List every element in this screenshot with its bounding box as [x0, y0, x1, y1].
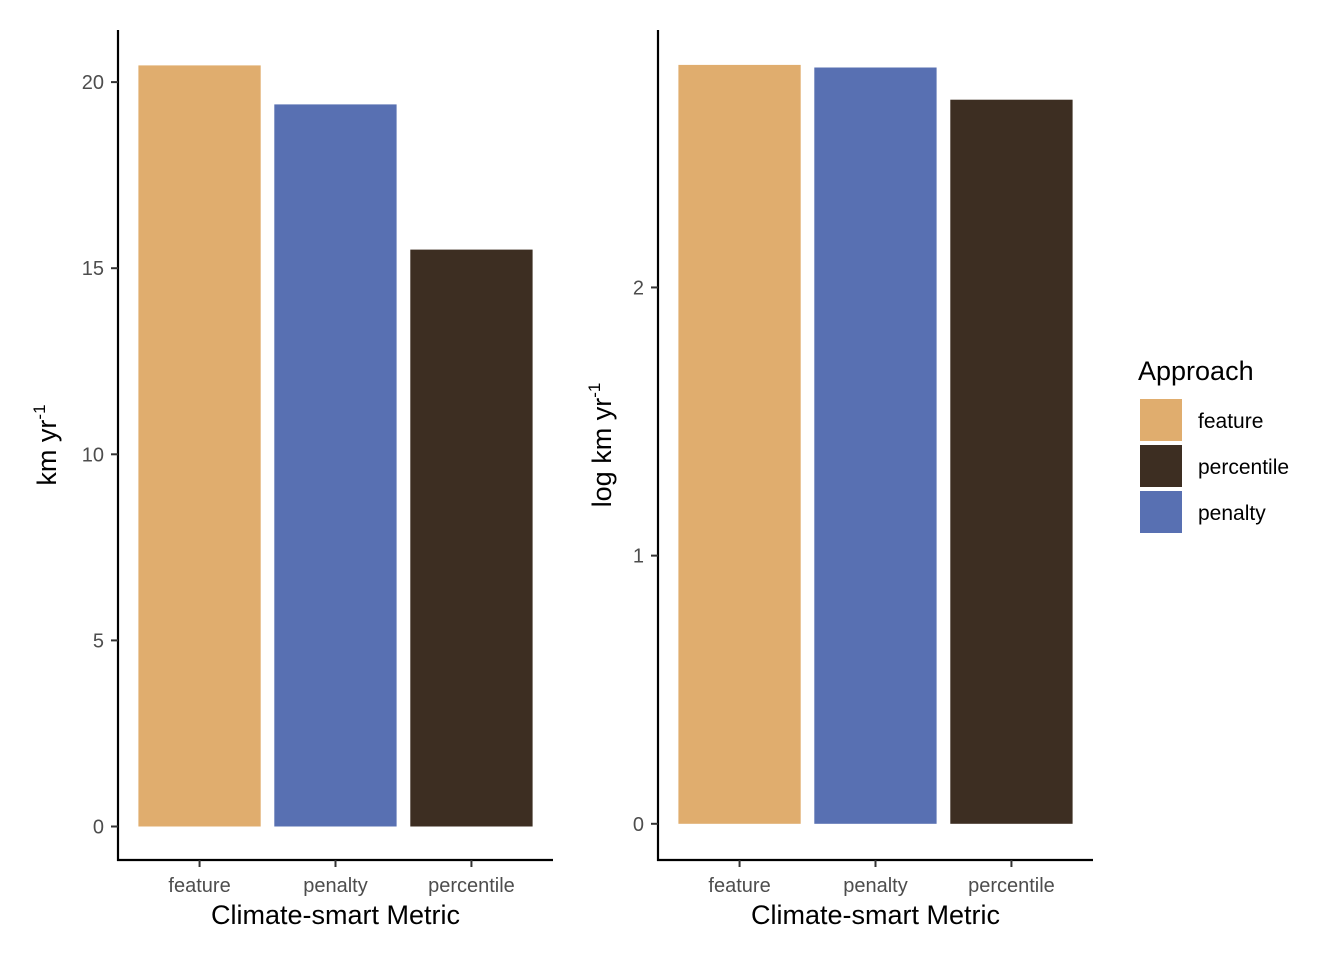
- legend: Approach feature percentile penalty: [1138, 356, 1289, 533]
- legend-items: feature percentile penalty: [1140, 399, 1289, 533]
- y-tick-label: 10: [82, 444, 104, 466]
- y-axis-title: log km yr-1: [585, 383, 617, 508]
- bar-feature: [138, 65, 261, 827]
- legend-title: Approach: [1138, 356, 1254, 386]
- y-axis-title: km yr-1: [30, 404, 62, 485]
- y-axis-title-superscript: -1: [30, 404, 49, 419]
- right-panel-log-km-yr: 0 1 2 feature penalty percentile Climate-smart…: [585, 30, 1093, 930]
- y-axis-title-superscript: -1: [585, 383, 604, 398]
- y-tick-label: 0: [93, 817, 104, 839]
- x-tick-label-percentile: percentile: [968, 875, 1055, 897]
- legend-swatch-percentile: [1140, 445, 1182, 487]
- legend-label-feature: feature: [1198, 410, 1263, 433]
- x-axis-title: Climate-smart Metric: [211, 900, 460, 930]
- x-tick-label-feature: feature: [168, 875, 230, 897]
- y-axis-title-main: km yr: [32, 420, 62, 486]
- y-tick-label: 20: [82, 72, 104, 94]
- bar-feature: [678, 64, 801, 824]
- x-tick-label-penalty: penalty: [303, 875, 368, 897]
- y-tick-label: 15: [82, 258, 104, 280]
- x-axis-title: Climate-smart Metric: [751, 900, 1000, 930]
- y-tick-label: 5: [93, 630, 104, 652]
- y-axis-title-main: log km yr: [587, 398, 617, 508]
- y-tick-label: 1: [633, 546, 644, 568]
- bar-percentile: [950, 99, 1073, 824]
- x-tick-label-penalty: penalty: [843, 875, 908, 897]
- y-tick-label: 0: [633, 814, 644, 836]
- x-tick-label-feature: feature: [708, 875, 770, 897]
- bar-percentile: [410, 249, 533, 827]
- legend-swatch-penalty: [1140, 491, 1182, 533]
- bar-penalty: [274, 104, 397, 827]
- legend-label-percentile: percentile: [1198, 456, 1289, 479]
- legend-swatch-feature: [1140, 399, 1182, 441]
- x-tick-label-percentile: percentile: [428, 875, 515, 897]
- left-panel-km-yr: 0 5 10 15 20 feature penalty percentile Climate-…: [30, 30, 553, 930]
- bar-penalty: [814, 67, 937, 824]
- y-tick-label: 2: [633, 277, 644, 299]
- legend-label-penalty: penalty: [1198, 502, 1266, 525]
